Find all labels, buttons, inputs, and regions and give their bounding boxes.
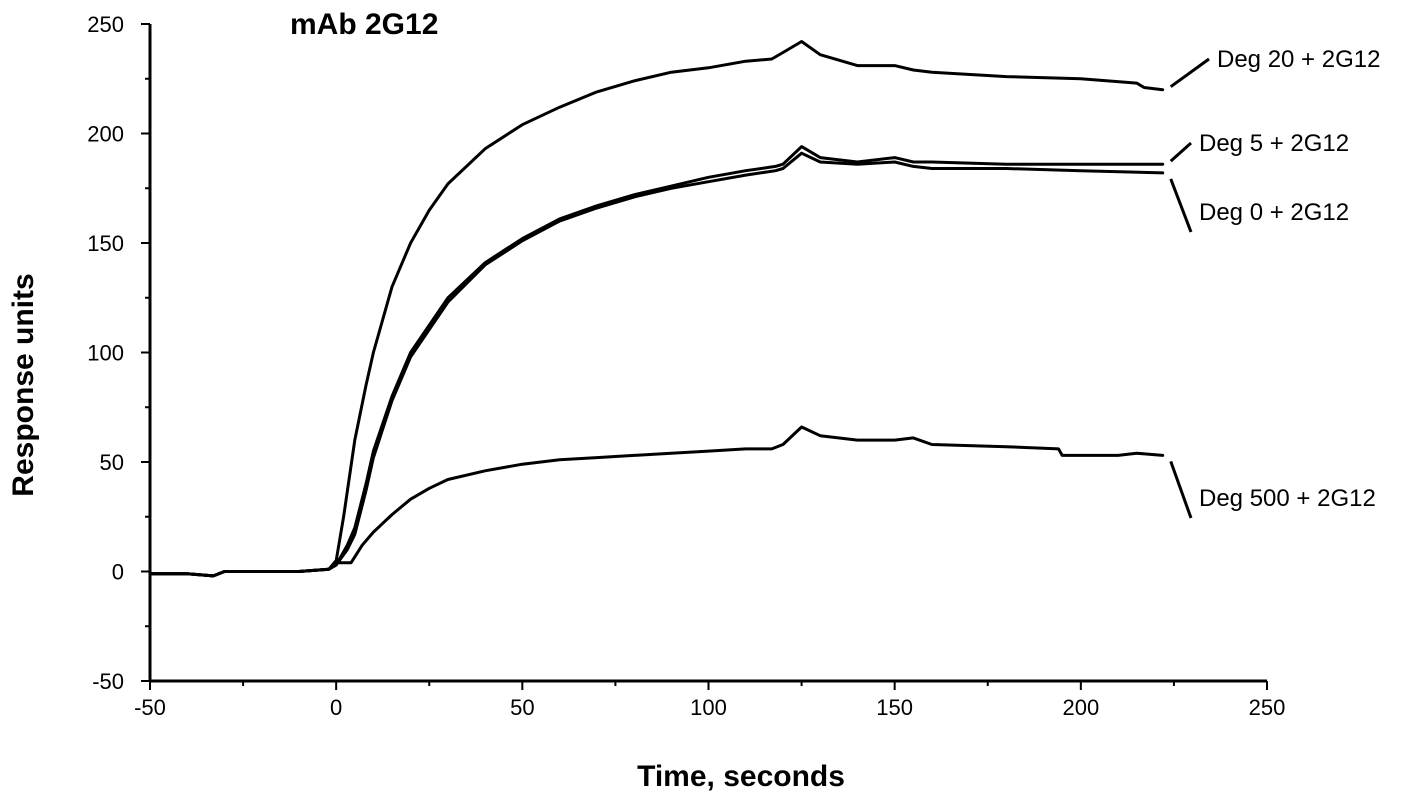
y-axis-title: Response units [7,273,40,496]
y-tick-label: 100 [87,341,124,366]
series-labels: Deg 20 + 2G12 Deg 5 + 2G12 Deg 0 + 2G12 Deg… [1199,46,1380,512]
series-line-deg-5-2g12 [148,145,1165,578]
series-label-deg-5-2g12: Deg 5 + 2G12 [1199,130,1349,157]
series-line-deg-20-2g12 [148,40,1165,578]
y-tick-label: 0 [112,560,124,585]
x-tick-label: 150 [876,695,913,720]
label-leader-deg-5-2g12 [1169,141,1193,163]
y-tick-label: 150 [87,231,124,256]
x-axis-title: Time, seconds [637,760,845,793]
x-tick-label: 0 [330,695,342,720]
y-tick-label: -50 [92,669,124,694]
series-label-deg-20-2g12: Deg 20 + 2G12 [1217,46,1380,73]
plot-area: -50 0 50 100 150 200 250 -50 0 50 100 150 200 250 Deg… [87,12,1380,720]
label-leaders [1169,57,1210,519]
series-label-deg-0-2g12: Deg 0 + 2G12 [1199,199,1349,226]
series-line-deg-0-2g12 [148,151,1165,578]
series-line-deg-500-2g12 [148,425,1165,578]
label-leader-deg-500-2g12 [1169,460,1193,519]
chart-title: mAb 2G12 [290,8,438,41]
x-tick-label: -50 [134,695,166,720]
y-tick-label: 50 [100,450,124,475]
y-tick-label: 250 [87,12,124,37]
series-label-deg-500-2g12: Deg 500 + 2G12 [1199,485,1376,512]
x-tick-label: 250 [1249,695,1286,720]
x-tick-label: 50 [510,695,534,720]
axis-ticks: -50 0 50 100 150 200 250 -50 0 50 100 150 200 250 [87,12,1285,720]
y-tick-label: 200 [87,122,124,147]
series-lines [148,40,1165,578]
x-tick-label: 200 [1062,695,1099,720]
label-leader-deg-0-2g12 [1169,178,1193,233]
x-tick-label: 100 [690,695,727,720]
label-leader-deg-20-2g12 [1169,57,1210,88]
